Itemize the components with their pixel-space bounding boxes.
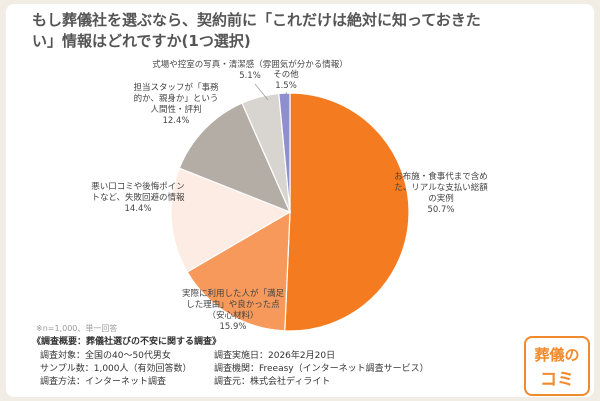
survey-line: 調査方法：インターネット調査: [40, 377, 167, 387]
value-label: 14.4%: [124, 204, 152, 214]
slice-label: 実際に利用した人が「満足した理由」や良かった点（安心材料） 15.9%: [178, 289, 288, 333]
slice-label: 担当スタッフが「事務的か、親身か」という人間性・評判 12.4%: [130, 83, 222, 127]
pie-slice: [186, 210, 291, 332]
value-label: 12.4%: [162, 116, 190, 126]
survey-left: 調査対象：全国の40～50代男女サンプル数：1,000人（有効回答数） 調査方法：…: [40, 350, 192, 389]
survey-line: 調査対象：全国の40～50代男女: [40, 351, 171, 361]
slice-label: 悪い口コミや後悔ポイントなど、失敗回避の情報 14.4%: [88, 182, 188, 215]
category-label: お布施・食事代まで含めた、リアルな支払い総額の実例: [394, 172, 488, 204]
value-label: 50.7%: [427, 205, 455, 215]
survey-line: 調査機関：Freeasy（インターネット調査サービス）: [214, 364, 429, 374]
category-label: 式場や控室の写真・清潔感（雰囲気が分かる情報）: [152, 60, 348, 70]
slice-label: その他 1.5%: [268, 70, 304, 92]
logo-top: 葬儀の: [534, 346, 580, 364]
slice-label: 式場や控室の写真・清潔感（雰囲気が分かる情報） 5.1%: [150, 60, 350, 82]
category-label: 担当スタッフが「事務的か、親身か」という人間性・評判: [133, 83, 219, 115]
survey-line: 調査実施日：2026年2月20日: [214, 351, 336, 361]
pie-slice: [284, 92, 410, 332]
leader-line: [254, 83, 269, 101]
pie-slice: [170, 167, 292, 273]
value-label: 5.1%: [239, 71, 261, 81]
survey-title: 《調査概要：葬儀社選びの不安に関する調査》: [32, 337, 222, 347]
pie-slice: [278, 92, 291, 213]
slice-label: お布施・食事代まで含めた、リアルな支払い総額の実例 50.7%: [393, 172, 489, 216]
pie-slice: [178, 102, 292, 214]
category-label: その他: [273, 70, 299, 80]
logo-bottom: コミ: [540, 370, 574, 390]
leader-line: [285, 91, 288, 97]
category-label: 悪い口コミや後悔ポイントなど、失敗回避の情報: [91, 182, 185, 203]
survey-line: サンプル数：1,000人（有効回答数）: [40, 364, 192, 374]
note: ※n=1,000、単一回答: [36, 324, 118, 333]
value-label: 1.5%: [275, 81, 297, 91]
value-label: 15.9%: [219, 322, 247, 332]
survey: 《調査概要：葬儀社選びの不安に関する調査》 調査対象：全国の40～50代男女サン…: [32, 336, 512, 387]
logo: 葬儀の コミ: [524, 336, 590, 396]
chart-title: もし葬儀社を選ぶなら、契約前に「これだけは絶対に知っておきたい」情報はどれですか…: [32, 11, 481, 50]
category-label: 実際に利用した人が「満足した理由」や良かった点（安心材料）: [181, 289, 284, 321]
survey-right: 調査実施日：2026年2月20日調査機関：Freeasy（インターネット調査サー…: [214, 350, 429, 389]
survey-line: 調査元：株式会社ディライト: [214, 377, 331, 387]
